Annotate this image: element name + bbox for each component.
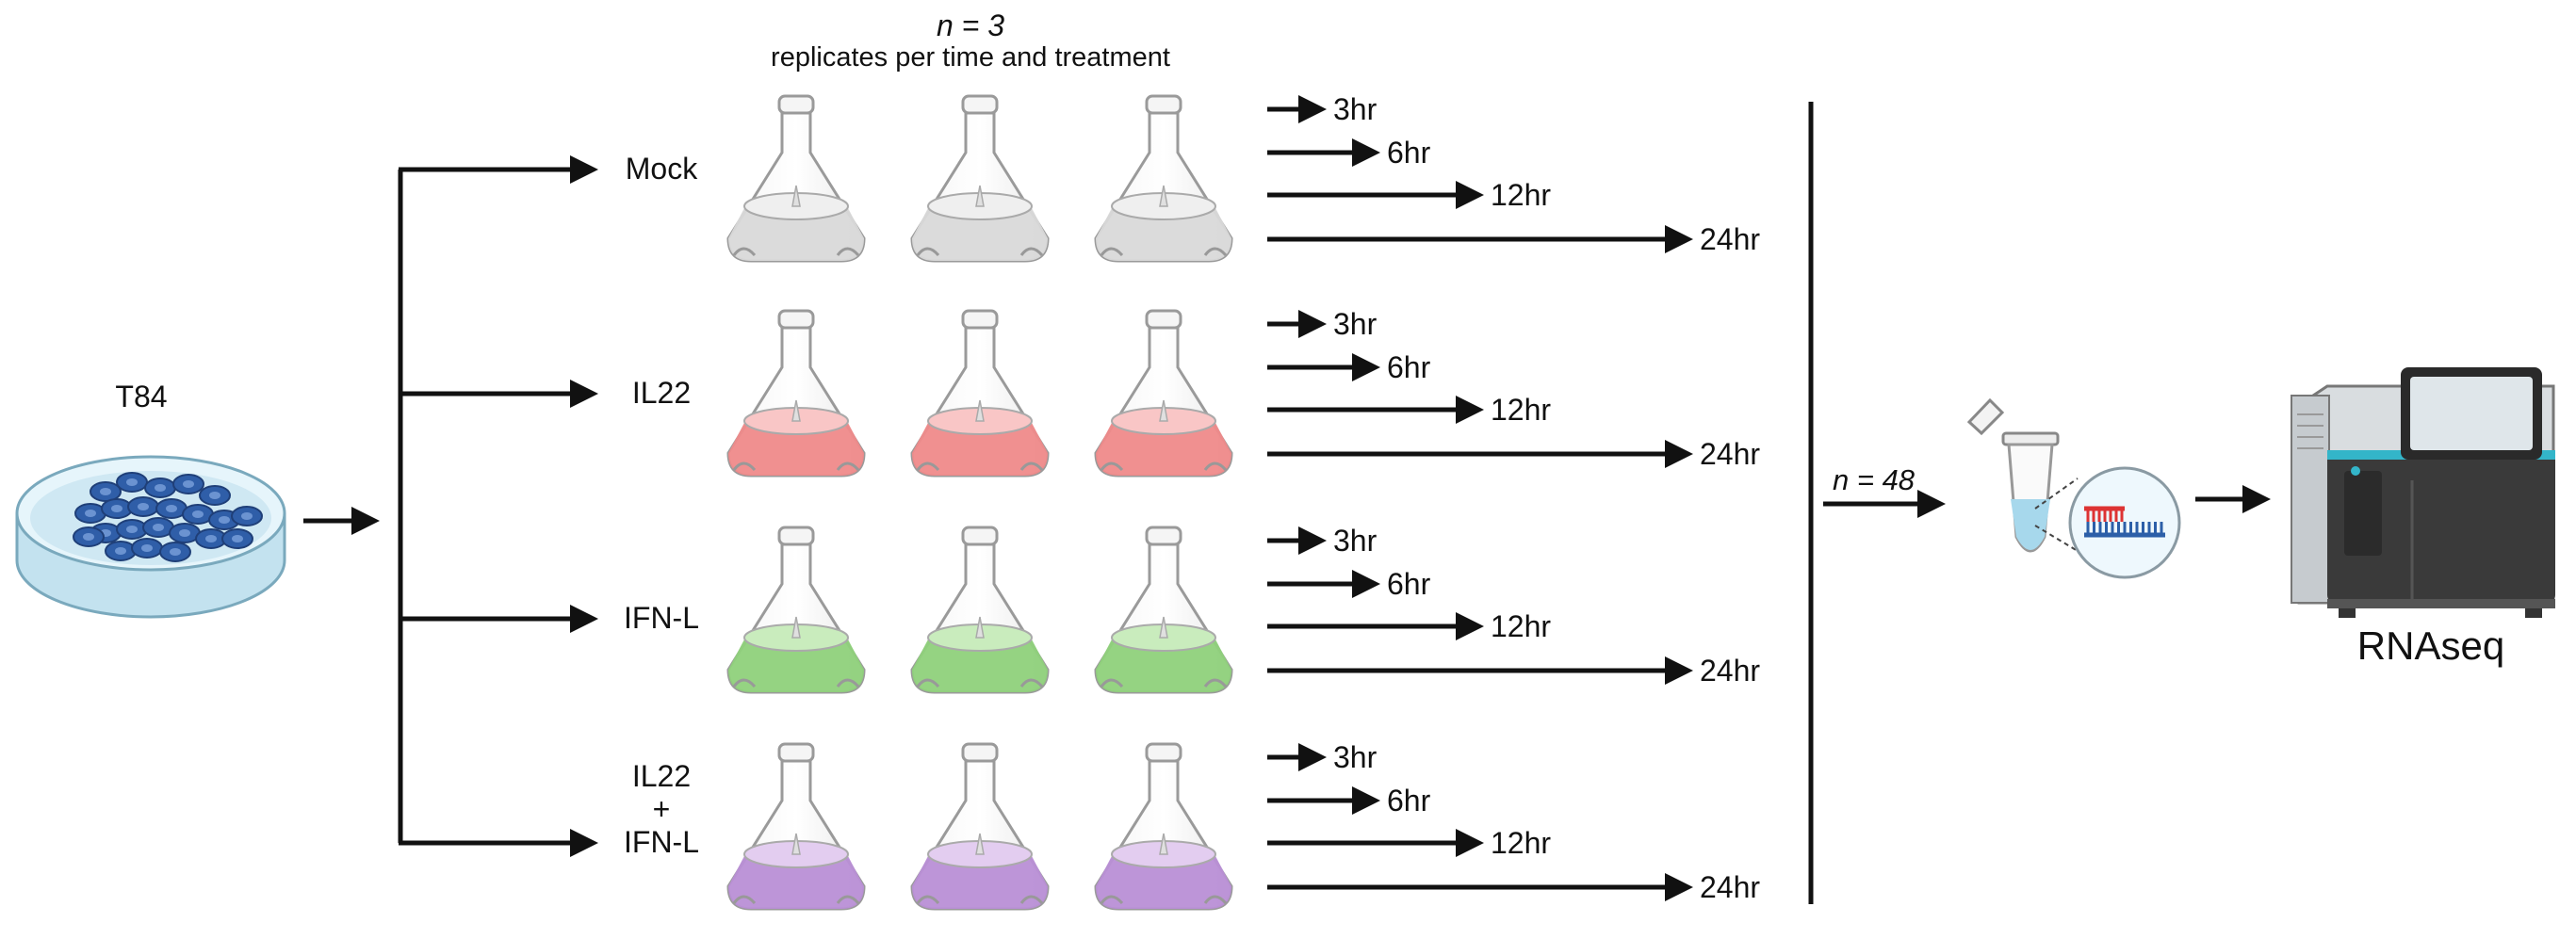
time-label: 3hr [1333,307,1378,341]
flask-icon [910,309,1050,478]
time-label: 6hr [1387,784,1431,818]
treatment-row: IL22+IFN-L 3hr 6hr 12hr 24hr [399,740,1760,911]
time-label: 12hr [1491,609,1551,643]
sequencer-icon [2291,367,2555,618]
replicates-description: replicates per time and treatment [771,42,1170,73]
pool-label: n = 48 [1833,463,1916,496]
replicates-count: n = 3 [937,8,1004,42]
treatment-label: IFN-L [624,601,699,635]
source-label: T84 [115,380,167,413]
cells-icon [73,472,263,562]
flask-icon [910,526,1050,694]
flask-icon [1094,526,1233,694]
time-label: 24hr [1700,654,1760,688]
flask-icon [1094,309,1233,478]
petri-dish-icon [15,455,286,619]
time-label: 24hr [1700,437,1760,471]
treatment-row: IFN-L 3hr 6hr 12hr 24hr [399,524,1760,694]
treatment-row: IL22 3hr 6hr 12hr 24hr [399,307,1760,478]
time-label: 3hr [1333,740,1378,774]
treatment-row: Mock 3hr 6hr 12hr 24hr [399,92,1760,263]
treatment-label: IL22 [632,759,691,793]
flask-icon [726,742,866,911]
time-label: 12hr [1491,826,1551,860]
time-label: 12hr [1491,178,1551,212]
flask-icon [910,742,1050,911]
treatment-label: + [653,792,671,826]
time-label: 12hr [1491,393,1551,427]
time-label: 3hr [1333,524,1378,558]
flask-icon [726,526,866,694]
output-label: RNAseq [2357,623,2504,668]
time-label: 6hr [1387,567,1431,601]
flask-icon [726,309,866,478]
flask-icon [1094,742,1233,911]
flask-icon [726,94,866,263]
flask-icon [910,94,1050,263]
time-label: 24hr [1700,222,1760,256]
time-label: 3hr [1333,92,1378,126]
rna-magnifier-icon [2068,466,2181,579]
tube-icon [1966,397,2083,555]
treatment-label: Mock [626,152,698,186]
treatment-label: IFN-L [624,825,699,859]
flask-icon [1094,94,1233,263]
time-label: 6hr [1387,136,1431,170]
time-label: 24hr [1700,870,1760,904]
time-label: 6hr [1387,350,1431,384]
treatment-label: IL22 [632,376,691,410]
